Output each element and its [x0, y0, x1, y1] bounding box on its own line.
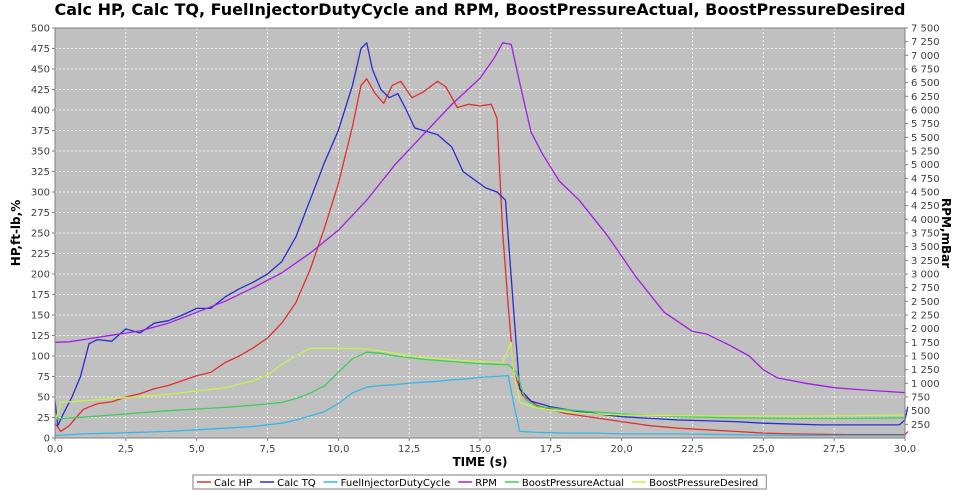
legend-item: Calc HP	[197, 478, 252, 489]
chart-title: Calc HP, Calc TQ, FuelInjectorDutyCycle …	[54, 0, 905, 19]
y2-tick-label: 4 000	[911, 215, 940, 226]
series-line-rpm	[54, 42, 906, 394]
y-tick-label: 325	[31, 167, 50, 178]
y2-tick-label: 1 000	[911, 379, 940, 390]
legend-label: FuelInjectorDutyCycle	[341, 478, 451, 489]
y-tick-label: 225	[31, 249, 50, 260]
y2-tick-label: 7 000	[911, 51, 940, 62]
y-tick-label: 375	[31, 126, 50, 137]
series-line-boostpressureactual	[54, 351, 906, 420]
y2-tick-label: 5 750	[911, 119, 940, 130]
y-tick-label: 300	[31, 188, 50, 199]
y2-tick-label: 6 500	[911, 78, 940, 89]
y2-tick-label: 750	[911, 393, 930, 404]
legend-label: RPM	[475, 478, 497, 489]
y-tick-label: 400	[31, 106, 50, 117]
y2-tick-label: 6 750	[911, 65, 940, 76]
x-axis: 0,0 2,5 5,0 7,5 10,0 12,5 15,0 17,5 20,0 22,5 25,0…	[47, 438, 916, 455]
x-tick-label: 30,0	[894, 444, 916, 455]
legend-item: Calc TQ	[260, 478, 316, 489]
y2-tick-label: 3 750	[911, 229, 940, 240]
y-axis-right: 250 500 750 1 000 1 250 1 500 1 750 2 000 2 250 2…	[905, 24, 940, 431]
x-tick-label: 25,0	[752, 444, 774, 455]
y-tick-label: 125	[31, 331, 50, 342]
y2-tick-label: 2 000	[911, 324, 940, 335]
series-line-calc-hp	[54, 78, 909, 436]
y-tick-label: 275	[31, 208, 50, 219]
x-tick-label: 12,5	[398, 444, 420, 455]
legend-label: BoostPressureActual	[522, 478, 624, 489]
y2-tick-label: 5 000	[911, 160, 940, 171]
series-lines	[54, 42, 909, 437]
y-tick-label: 500	[31, 24, 50, 35]
y2-tick-label: 6 000	[911, 106, 940, 117]
x-tick-label: 20,0	[611, 444, 633, 455]
legend-item: BoostPressureDesired	[632, 478, 758, 489]
y-axis-label-right: RPM,mBar	[939, 198, 953, 268]
y2-tick-label: 5 250	[911, 147, 940, 158]
y-tick-label: 250	[31, 229, 50, 240]
series-line-boostpressuredesired	[54, 341, 906, 422]
legend-label: Calc TQ	[277, 478, 316, 489]
y-axis-left: 0 25 50 75 100 125 150 175 200 225 250 275 300 325 350…	[31, 24, 55, 445]
legend-item: BoostPressureActual	[504, 478, 624, 489]
y-tick-label: 0	[44, 434, 50, 445]
x-tick-label: 27,5	[823, 444, 845, 455]
y2-tick-label: 3 500	[911, 242, 940, 253]
y2-tick-label: 1 750	[911, 338, 940, 349]
grid-lines	[54, 27, 906, 439]
y2-tick-label: 7 500	[911, 24, 940, 35]
x-tick-label: 2,5	[118, 444, 134, 455]
y2-tick-label: 6 250	[911, 92, 940, 103]
y2-tick-label: 4 250	[911, 201, 940, 212]
plot-frame	[54, 27, 906, 439]
x-axis-label: TIME (s)	[452, 455, 507, 469]
x-tick-label: 10,0	[327, 444, 349, 455]
y-tick-label: 425	[31, 85, 50, 96]
y-tick-label: 175	[31, 290, 50, 301]
y-tick-label: 75	[37, 372, 50, 383]
legend-label: Calc HP	[214, 478, 252, 489]
y2-tick-label: 3 000	[911, 270, 940, 281]
y-tick-label: 150	[31, 311, 50, 322]
y2-tick-label: 1 500	[911, 352, 940, 363]
series-line-calc-tq	[54, 42, 909, 427]
legend-box	[192, 474, 767, 490]
y2-tick-label: 500	[911, 406, 930, 417]
y2-tick-label: 4 500	[911, 188, 940, 199]
y2-tick-label: 3 250	[911, 256, 940, 267]
legend-item: FuelInjectorDutyCycle	[323, 478, 451, 489]
y2-tick-label: 7 250	[911, 37, 940, 48]
y-axis-label-left: HP,ft-lb,%	[9, 200, 23, 266]
y-tick-label: 450	[31, 65, 50, 76]
y2-tick-label: 2 250	[911, 311, 940, 322]
x-tick-label: 15,0	[469, 444, 491, 455]
x-tick-label: 17,5	[540, 444, 562, 455]
legend-label: BoostPressureDesired	[649, 478, 758, 489]
y-tick-label: 475	[31, 44, 50, 55]
y-tick-label: 350	[31, 147, 50, 158]
y2-tick-label: 2 750	[911, 283, 940, 294]
y2-tick-label: 250	[911, 420, 930, 431]
x-tick-label: 7,5	[260, 444, 276, 455]
y-tick-label: 25	[37, 413, 50, 424]
x-tick-label: 22,5	[681, 444, 703, 455]
legend: Calc HP Calc TQ FuelInjectorDutyCycle RPM Bo…	[192, 474, 767, 490]
y-tick-label: 50	[37, 393, 50, 404]
y2-tick-label: 4 750	[911, 174, 940, 185]
x-tick-label: 5,0	[189, 444, 205, 455]
y-tick-label: 100	[31, 352, 50, 363]
legend-item: RPM	[458, 478, 497, 489]
y-tick-label: 200	[31, 270, 50, 281]
series-line-fuelinjectordutycycle	[54, 375, 905, 437]
y2-tick-label: 5 500	[911, 133, 940, 144]
x-tick-label: 0,0	[47, 444, 63, 455]
y2-tick-label: 1 250	[911, 365, 940, 376]
y2-tick-label: 2 500	[911, 297, 940, 308]
